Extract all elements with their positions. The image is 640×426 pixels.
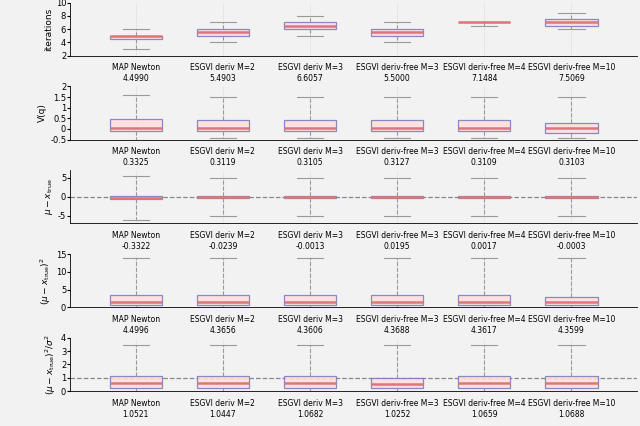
Text: ESGVI deriv M=3: ESGVI deriv M=3	[278, 63, 342, 72]
Text: 1.0688: 1.0688	[558, 410, 584, 419]
Text: 0.3127: 0.3127	[384, 158, 410, 167]
Text: 0.3105: 0.3105	[297, 158, 323, 167]
Text: 0.0017: 0.0017	[471, 242, 498, 251]
Text: 4.4990: 4.4990	[122, 75, 149, 83]
PathPatch shape	[458, 377, 511, 389]
Text: 0.0195: 0.0195	[384, 242, 410, 251]
PathPatch shape	[284, 295, 336, 305]
Y-axis label: iterations: iterations	[44, 8, 53, 51]
PathPatch shape	[458, 196, 511, 198]
PathPatch shape	[284, 23, 336, 29]
Text: ESGVI deriv M=3: ESGVI deriv M=3	[278, 231, 342, 240]
PathPatch shape	[545, 377, 598, 389]
Text: ESGVI deriv-free M=4: ESGVI deriv-free M=4	[443, 63, 525, 72]
Text: ESGVI deriv-free M=10: ESGVI deriv-free M=10	[528, 315, 615, 324]
Text: ESGVI deriv-free M=4: ESGVI deriv-free M=4	[443, 147, 525, 156]
Y-axis label: $\mu-x_{\rm true}$: $\mu-x_{\rm true}$	[44, 178, 55, 215]
Text: ESGVI deriv-free M=3: ESGVI deriv-free M=3	[356, 147, 438, 156]
PathPatch shape	[196, 29, 249, 36]
Text: 1.0659: 1.0659	[471, 410, 498, 419]
Text: ESGVI deriv M=2: ESGVI deriv M=2	[191, 63, 255, 72]
Text: MAP Newton: MAP Newton	[112, 147, 160, 156]
Text: 4.3656: 4.3656	[209, 326, 236, 335]
Text: -0.3322: -0.3322	[121, 242, 150, 251]
PathPatch shape	[284, 121, 336, 131]
PathPatch shape	[109, 377, 162, 389]
Y-axis label: V(q): V(q)	[38, 104, 47, 122]
PathPatch shape	[284, 377, 336, 389]
Text: ESGVI deriv M=2: ESGVI deriv M=2	[191, 315, 255, 324]
Text: ESGVI deriv-free M=10: ESGVI deriv-free M=10	[528, 63, 615, 72]
Text: 5.5000: 5.5000	[384, 75, 410, 83]
Text: ESGVI deriv-free M=3: ESGVI deriv-free M=3	[356, 399, 438, 408]
Text: ESGVI deriv-free M=4: ESGVI deriv-free M=4	[443, 399, 525, 408]
Text: -0.0239: -0.0239	[208, 242, 237, 251]
PathPatch shape	[371, 121, 423, 131]
Text: ESGVI deriv-free M=3: ESGVI deriv-free M=3	[356, 315, 438, 324]
PathPatch shape	[371, 196, 423, 198]
PathPatch shape	[545, 196, 598, 198]
PathPatch shape	[458, 295, 511, 305]
Text: ESGVI deriv-free M=4: ESGVI deriv-free M=4	[443, 315, 525, 324]
PathPatch shape	[371, 378, 423, 389]
PathPatch shape	[196, 196, 249, 198]
Text: -0.0013: -0.0013	[295, 242, 324, 251]
Text: ESGVI deriv M=3: ESGVI deriv M=3	[278, 399, 342, 408]
Text: MAP Newton: MAP Newton	[112, 231, 160, 240]
Text: ESGVI deriv-free M=10: ESGVI deriv-free M=10	[528, 147, 615, 156]
Text: ESGVI deriv-free M=4: ESGVI deriv-free M=4	[443, 231, 525, 240]
PathPatch shape	[196, 295, 249, 305]
PathPatch shape	[284, 196, 336, 198]
Y-axis label: $(\mu-x_{\rm true})^2$: $(\mu-x_{\rm true})^2$	[38, 257, 53, 305]
Text: 4.3599: 4.3599	[558, 326, 585, 335]
PathPatch shape	[545, 296, 598, 305]
Text: ESGVI deriv M=2: ESGVI deriv M=2	[191, 399, 255, 408]
PathPatch shape	[458, 121, 511, 131]
PathPatch shape	[109, 119, 162, 131]
Text: ESGVI deriv-free M=10: ESGVI deriv-free M=10	[528, 399, 615, 408]
Text: 1.0521: 1.0521	[123, 410, 149, 419]
Text: -0.0003: -0.0003	[557, 242, 586, 251]
PathPatch shape	[545, 123, 598, 133]
Text: 0.3109: 0.3109	[471, 158, 498, 167]
PathPatch shape	[109, 36, 162, 39]
Text: 1.0682: 1.0682	[297, 410, 323, 419]
PathPatch shape	[371, 295, 423, 305]
PathPatch shape	[545, 19, 598, 26]
PathPatch shape	[371, 29, 423, 36]
Text: 4.3617: 4.3617	[471, 326, 498, 335]
Text: MAP Newton: MAP Newton	[112, 63, 160, 72]
Text: 0.3325: 0.3325	[122, 158, 149, 167]
Text: ESGVI deriv M=2: ESGVI deriv M=2	[191, 147, 255, 156]
Text: 7.5069: 7.5069	[558, 75, 585, 83]
Text: ESGVI deriv-free M=3: ESGVI deriv-free M=3	[356, 63, 438, 72]
Text: MAP Newton: MAP Newton	[112, 399, 160, 408]
Text: 4.3606: 4.3606	[297, 326, 323, 335]
Text: 5.4903: 5.4903	[209, 75, 236, 83]
Text: MAP Newton: MAP Newton	[112, 315, 160, 324]
PathPatch shape	[196, 377, 249, 389]
PathPatch shape	[196, 121, 249, 131]
Text: ESGVI deriv-free M=3: ESGVI deriv-free M=3	[356, 231, 438, 240]
Text: ESGVI deriv-free M=10: ESGVI deriv-free M=10	[528, 231, 615, 240]
Text: 7.1484: 7.1484	[471, 75, 497, 83]
Text: 1.0252: 1.0252	[384, 410, 410, 419]
Y-axis label: $(\mu-x_{\rm true})^2/\sigma^2$: $(\mu-x_{\rm true})^2/\sigma^2$	[44, 334, 58, 395]
Text: 4.3688: 4.3688	[384, 326, 410, 335]
Text: 6.6057: 6.6057	[297, 75, 323, 83]
Text: 4.4996: 4.4996	[122, 326, 149, 335]
Text: 0.3103: 0.3103	[558, 158, 585, 167]
PathPatch shape	[109, 196, 162, 199]
Text: ESGVI deriv M=3: ESGVI deriv M=3	[278, 315, 342, 324]
Text: 1.0447: 1.0447	[209, 410, 236, 419]
Text: ESGVI deriv M=3: ESGVI deriv M=3	[278, 147, 342, 156]
Text: 0.3119: 0.3119	[210, 158, 236, 167]
PathPatch shape	[109, 295, 162, 305]
Text: ESGVI deriv M=2: ESGVI deriv M=2	[191, 231, 255, 240]
